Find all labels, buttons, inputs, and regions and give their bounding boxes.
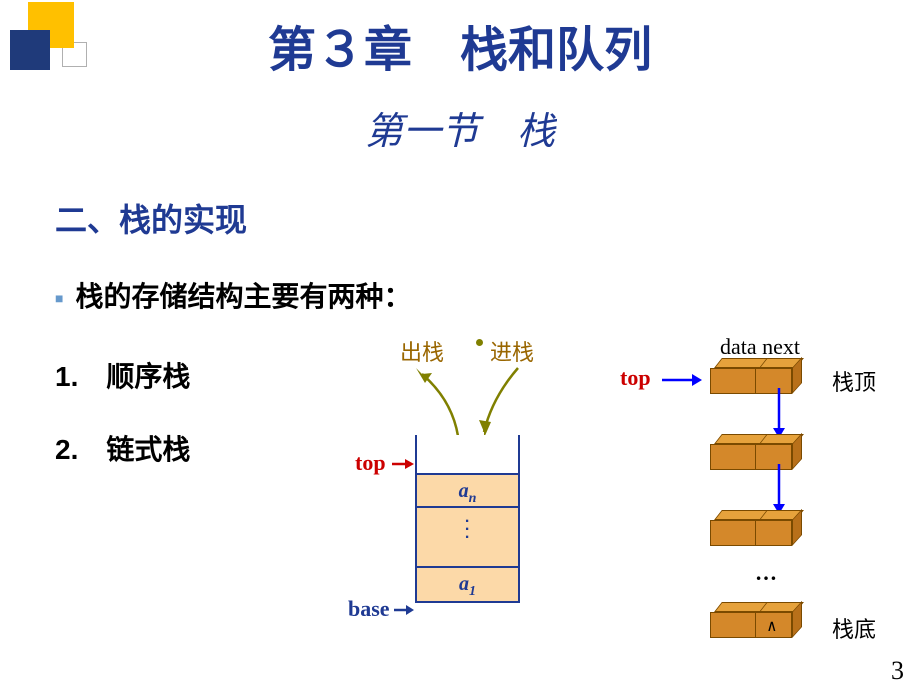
- stack-cell-top: an: [417, 475, 518, 508]
- linked-node-tail: ∧: [710, 602, 800, 638]
- stack-bottom-text: 栈底: [832, 612, 876, 644]
- bullet-text: 栈的存储结构主要有两种：: [55, 275, 411, 315]
- linked-top-arrow-icon: [662, 373, 702, 387]
- seq-top-arrow-icon: [392, 457, 414, 471]
- list-item-2: 2. 链式栈: [55, 428, 190, 468]
- list-item-1: 1. 顺序栈: [55, 355, 190, 395]
- chapter-title: 第３章 栈和队列: [0, 10, 920, 80]
- linked-header: data next: [720, 334, 800, 360]
- linked-node: [710, 434, 800, 470]
- node-link-arrow-icon: [772, 388, 786, 438]
- sequential-stack-diagram: an ··· a1: [415, 435, 520, 603]
- stack-top-text: 栈顶: [832, 365, 876, 397]
- section-heading: 二、栈的实现: [55, 195, 247, 241]
- page-number: 3: [891, 656, 904, 686]
- pop-arrow-icon: [410, 360, 470, 438]
- linked-node: [710, 510, 800, 546]
- section-subtitle: 第一节 栈: [0, 100, 920, 155]
- stack-dots: ···: [417, 508, 518, 568]
- linked-ellipsis: …: [755, 560, 777, 586]
- linked-node: [710, 358, 800, 394]
- stack-cell-bottom: a1: [417, 568, 518, 601]
- dot-marker: [476, 339, 483, 346]
- null-symbol: ∧: [767, 616, 777, 635]
- seq-base-arrow-icon: [394, 603, 414, 617]
- push-arrow-icon: [470, 360, 530, 438]
- seq-base-label: base: [348, 596, 390, 622]
- linked-top-label: top: [620, 365, 651, 391]
- node-link-arrow-icon: [772, 464, 786, 514]
- seq-top-label: top: [355, 450, 386, 476]
